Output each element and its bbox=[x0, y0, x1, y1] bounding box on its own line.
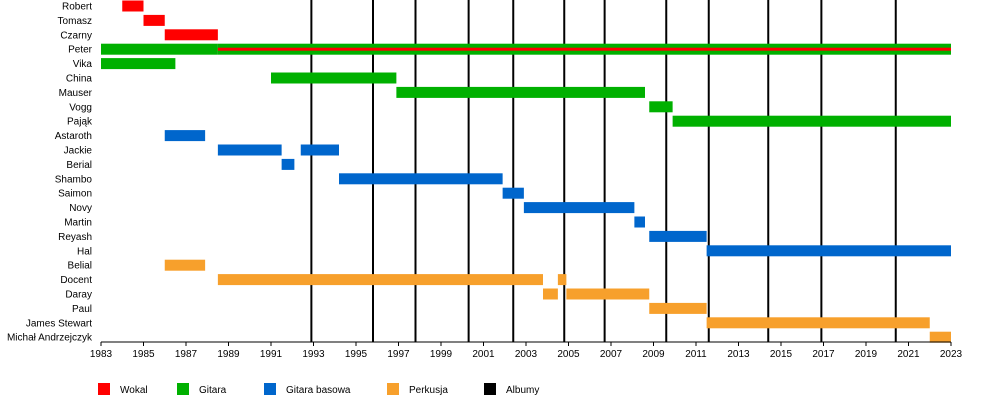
bar-astaroth-gitara-basowa-1 bbox=[164, 130, 206, 142]
legend-swatch-albumy bbox=[484, 383, 496, 395]
bar-paul-perkusja-1 bbox=[649, 302, 707, 314]
legend-label-albumy: Albumy bbox=[506, 385, 539, 396]
x-tick-label-2005: 2005 bbox=[557, 349, 580, 360]
x-tick-label-2019: 2019 bbox=[855, 349, 878, 360]
member-label-robert: Robert bbox=[62, 2, 92, 13]
bar-czarny-wokal-1 bbox=[164, 29, 218, 41]
bar-daray-perkusja-2 bbox=[566, 288, 650, 300]
x-tick-label-1983: 1983 bbox=[90, 349, 113, 360]
legend-swatch-wokal bbox=[98, 383, 110, 395]
bar-shambo-gitara-basowa-1 bbox=[339, 173, 503, 185]
member-label-czarny: Czarny bbox=[60, 30, 92, 41]
x-tick-label-1991: 1991 bbox=[260, 349, 283, 360]
bar-martin-gitara-basowa-1 bbox=[634, 216, 645, 228]
legend-label-gitara-basowa: Gitara basowa bbox=[286, 385, 351, 396]
x-tick-label-1985: 1985 bbox=[132, 349, 155, 360]
member-label-novy: Novy bbox=[69, 203, 92, 214]
x-tick-label-2003: 2003 bbox=[515, 349, 538, 360]
member-label-pajak: Pająk bbox=[67, 117, 93, 128]
legend-label-gitara: Gitara bbox=[199, 385, 227, 396]
x-tick-label-1987: 1987 bbox=[175, 349, 198, 360]
x-tick-label-2021: 2021 bbox=[897, 349, 920, 360]
member-label-astaroth: Astaroth bbox=[55, 131, 92, 142]
x-axis: 1983 1985 1987 1989 1991 1993 1995 1997 1999 2001… bbox=[90, 341, 963, 360]
member-label-hal: Hal bbox=[77, 246, 92, 257]
member-label-reyash: Reyash bbox=[58, 232, 92, 243]
bar-robert-wokal-1 bbox=[122, 0, 144, 12]
bar-hal-gitara-basowa-1 bbox=[706, 245, 951, 257]
legend: Wokal Gitara Gitara basowa Perkusja Albumy bbox=[98, 383, 539, 396]
x-tick-label-2023: 2023 bbox=[940, 349, 963, 360]
x-tick-label-2017: 2017 bbox=[812, 349, 835, 360]
bar-docent-perkusja-1 bbox=[217, 274, 543, 286]
bar-docent-perkusja-2 bbox=[557, 274, 567, 286]
x-tick-label-1999: 1999 bbox=[430, 349, 453, 360]
album-lines bbox=[310, 0, 897, 342]
member-label-berial: Berial bbox=[66, 160, 92, 171]
bar-james-stewart-perkusja-1 bbox=[706, 317, 930, 329]
member-label-tomasz: Tomasz bbox=[58, 16, 92, 27]
member-label-michal-andrzejczyk: Michał Andrzejczyk bbox=[7, 333, 93, 344]
bar-belial-perkusja-1 bbox=[164, 259, 206, 271]
member-label-saimon: Saimon bbox=[58, 189, 92, 200]
member-label-shambo: Shambo bbox=[55, 174, 93, 185]
bar-peter-wokal-3 bbox=[217, 47, 951, 51]
member-label-peter: Peter bbox=[68, 45, 93, 56]
bar-pajak-gitara-1 bbox=[672, 115, 951, 127]
bar-tomasz-wokal-1 bbox=[143, 14, 165, 26]
member-bars bbox=[101, 0, 951, 343]
x-tick-label-1989: 1989 bbox=[217, 349, 240, 360]
x-tick-label-2001: 2001 bbox=[472, 349, 495, 360]
member-label-daray: Daray bbox=[65, 290, 92, 301]
bar-daray-perkusja-1 bbox=[543, 288, 558, 300]
member-label-china: China bbox=[66, 74, 93, 85]
member-label-belial: Belial bbox=[68, 261, 92, 272]
member-labels: Robert Tomasz Czarny Peter Vika China Mauser Vo… bbox=[7, 2, 93, 344]
bar-mauser-gitara-1 bbox=[396, 86, 645, 98]
bar-reyash-gitara-basowa-1 bbox=[649, 230, 707, 242]
member-label-paul: Paul bbox=[72, 304, 92, 315]
bar-jackie-gitara-basowa-1 bbox=[217, 144, 282, 156]
member-label-vika: Vika bbox=[73, 59, 93, 70]
x-tick-label-2009: 2009 bbox=[642, 349, 665, 360]
member-label-jackie: Jackie bbox=[64, 146, 93, 157]
legend-swatch-gitara-basowa bbox=[264, 383, 276, 395]
x-tick-label-1997: 1997 bbox=[387, 349, 410, 360]
x-tick-label-2007: 2007 bbox=[600, 349, 623, 360]
legend-swatch-perkusja bbox=[387, 383, 399, 395]
member-label-james-stewart: James Stewart bbox=[26, 318, 92, 329]
member-label-vogg: Vogg bbox=[69, 102, 92, 113]
bar-saimon-gitara-basowa-1 bbox=[502, 187, 524, 199]
bar-berial-gitara-basowa-1 bbox=[281, 158, 295, 170]
legend-label-perkusja: Perkusja bbox=[409, 385, 448, 396]
x-tick-label-2015: 2015 bbox=[770, 349, 793, 360]
bar-michal-andrzejczyk-perkusja-1 bbox=[929, 331, 951, 343]
x-tick-label-2013: 2013 bbox=[727, 349, 750, 360]
x-tick-label-1993: 1993 bbox=[302, 349, 325, 360]
bar-peter-gitara-1 bbox=[101, 43, 218, 55]
legend-label-wokal: Wokal bbox=[120, 385, 148, 396]
member-label-docent: Docent bbox=[60, 275, 92, 286]
legend-swatch-gitara bbox=[177, 383, 189, 395]
bar-china-gitara-1 bbox=[271, 72, 397, 84]
x-tick-label-2011: 2011 bbox=[685, 349, 707, 360]
x-tick-label-1995: 1995 bbox=[345, 349, 368, 360]
bar-vika-gitara-1 bbox=[101, 58, 176, 70]
bar-jackie-gitara-basowa-2 bbox=[300, 144, 339, 156]
bar-vogg-gitara-1 bbox=[649, 101, 673, 113]
member-label-mauser: Mauser bbox=[59, 88, 93, 99]
bar-novy-gitara-basowa-1 bbox=[523, 202, 635, 214]
member-label-martin: Martin bbox=[64, 218, 92, 229]
